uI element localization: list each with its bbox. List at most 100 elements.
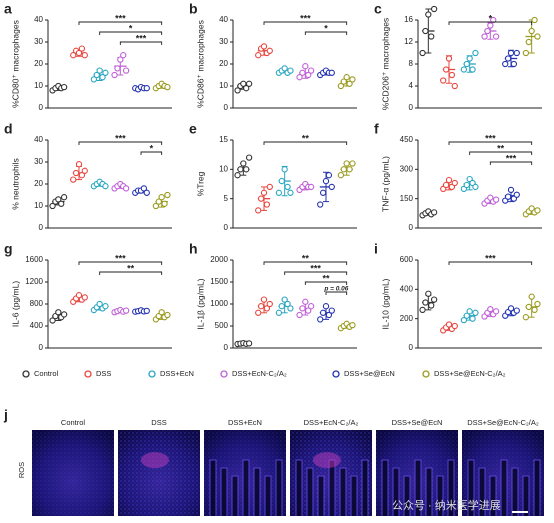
y-tick-label: 10 — [219, 164, 228, 173]
legend-marker — [22, 370, 30, 378]
y-tick-label: 20 — [34, 59, 43, 68]
data-point — [164, 83, 171, 91]
crypt — [436, 475, 444, 516]
y-tick-label: 400 — [30, 321, 44, 330]
data-point — [55, 196, 62, 203]
crypt — [295, 459, 303, 516]
data-point — [96, 67, 103, 74]
data-point — [525, 38, 532, 46]
data-point — [343, 160, 350, 167]
crypt — [317, 475, 325, 516]
y-tick-label: 0 — [224, 223, 229, 232]
data-point — [78, 45, 86, 52]
legend-label: DSS — [96, 369, 111, 378]
significance-bracket — [263, 261, 348, 265]
data-point — [164, 191, 171, 199]
data-point — [143, 189, 150, 196]
data-point — [430, 296, 438, 303]
data-point — [234, 172, 241, 179]
data-point — [349, 76, 356, 83]
significance-bracket — [78, 261, 163, 265]
watermark: 公众号 · 纳米医学进展 — [392, 498, 501, 512]
crypt — [253, 467, 261, 516]
data-point — [140, 185, 148, 192]
y-tick-label: 0 — [409, 103, 414, 112]
data-point — [55, 309, 62, 316]
data-point — [278, 303, 285, 310]
data-point — [302, 298, 309, 305]
data-point — [492, 33, 500, 40]
y-tick-label: 10 — [219, 81, 228, 90]
data-point — [257, 303, 265, 310]
data-point — [534, 207, 541, 214]
image-title: DSS+EcN — [228, 418, 262, 427]
data-point — [492, 196, 500, 203]
crypt — [275, 459, 283, 516]
data-point — [60, 311, 68, 318]
legend-marker — [220, 370, 228, 378]
data-point — [263, 201, 271, 208]
data-point — [534, 33, 541, 40]
significance-label: *** — [300, 13, 311, 23]
data-point — [158, 309, 165, 316]
data-point — [463, 181, 470, 189]
data-point — [490, 16, 497, 24]
data-point — [70, 176, 77, 183]
data-point — [114, 65, 121, 72]
legend-label: DSS+EcN — [160, 369, 194, 378]
data-point — [96, 300, 103, 308]
data-point — [349, 160, 356, 167]
data-point — [296, 311, 303, 319]
micrograph-texture — [118, 430, 200, 516]
y-tick-label: 600 — [400, 255, 414, 264]
crypt — [264, 475, 272, 516]
data-point — [307, 303, 315, 310]
y-tick-label: 40 — [34, 135, 43, 144]
data-point — [102, 183, 109, 190]
legend-marker — [422, 370, 430, 378]
significance-bracket — [99, 31, 163, 35]
data-point — [510, 60, 518, 68]
data-point — [317, 316, 324, 323]
crypt — [339, 467, 347, 516]
significance-bracket — [448, 21, 533, 25]
data-point — [275, 189, 283, 196]
y-tick-label: 0 — [39, 343, 44, 352]
data-point — [445, 176, 453, 184]
data-point — [440, 77, 447, 84]
data-point — [531, 306, 538, 314]
data-point — [243, 166, 250, 173]
y-tick-label: 15 — [219, 135, 228, 144]
data-point — [463, 60, 470, 68]
panel-letter: a — [4, 1, 12, 17]
y-tick-label: 4 — [409, 81, 414, 90]
data-point — [430, 5, 438, 13]
row-label: ROS — [17, 462, 26, 478]
data-point — [117, 56, 124, 63]
y-tick-label: 20 — [219, 59, 228, 68]
data-point — [472, 309, 479, 316]
data-point — [492, 308, 500, 315]
significance-label: * — [324, 23, 328, 33]
significance-bracket — [304, 31, 348, 35]
crypt — [500, 459, 508, 516]
y-tick-label: 12 — [404, 37, 413, 46]
data-point — [243, 85, 250, 92]
significance-label: *** — [136, 33, 147, 43]
data-point — [472, 49, 479, 57]
y-tick-label: 0 — [224, 343, 229, 352]
significance-label: *** — [485, 253, 496, 263]
data-point — [237, 166, 244, 173]
y-tick-label: 8 — [409, 59, 414, 68]
data-point — [466, 308, 473, 315]
legend-marker — [148, 370, 156, 378]
data-point — [143, 307, 150, 315]
y-axis-label: %CD80⁺ macrophages — [10, 20, 20, 108]
data-point — [469, 315, 476, 322]
panel-letter: d — [4, 121, 13, 137]
data-point — [502, 60, 509, 68]
y-tick-label: 16 — [404, 15, 413, 24]
significance-bracket — [78, 141, 163, 145]
data-point — [487, 305, 494, 313]
y-axis-label: IL-10 (pg/mL) — [380, 278, 390, 329]
